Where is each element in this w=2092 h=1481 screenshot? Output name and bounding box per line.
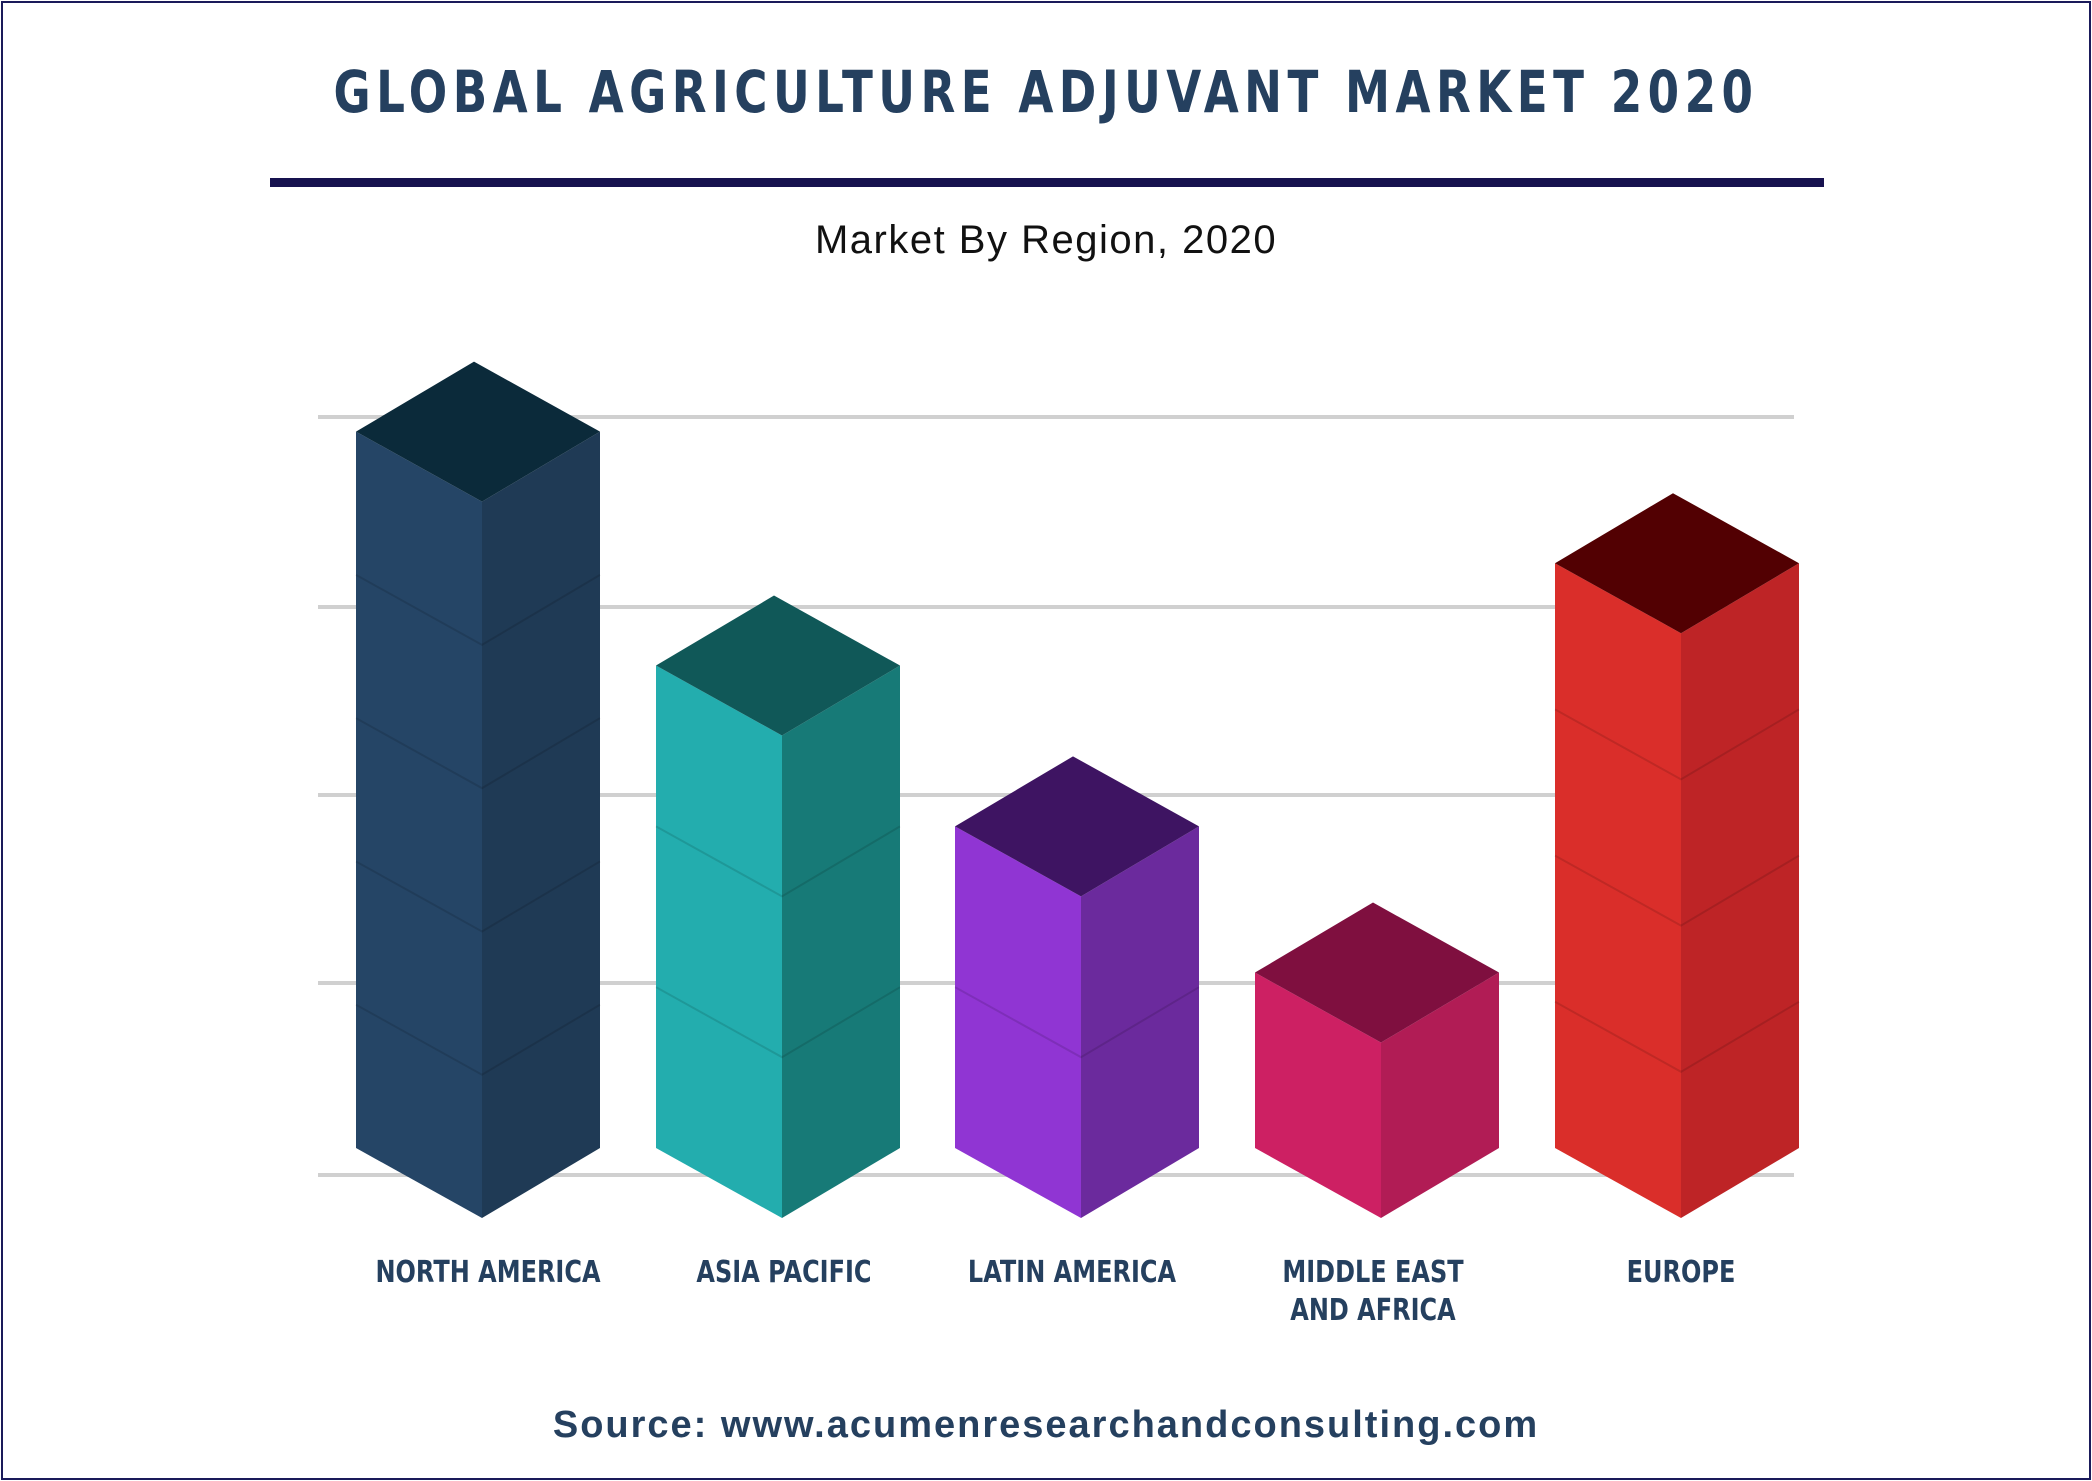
bar-segment-seam — [1554, 708, 1800, 781]
bar-segment-seam — [355, 717, 601, 790]
bar-segment-seam — [355, 574, 601, 647]
bar-side-face — [782, 665, 900, 1218]
bar-segment-seam — [1554, 854, 1800, 927]
source-note: Source: www.acumenresearchandconsulting.… — [552, 1404, 1540, 1446]
bar-segment-seam — [355, 1003, 601, 1076]
bar-front-face — [656, 665, 782, 1218]
bar-front-face — [1255, 972, 1381, 1218]
category-label: LATIN AMERICA — [968, 1255, 1176, 1289]
category-label: MIDDLE EAST — [1282, 1255, 1464, 1289]
chart-subtitle: Market By Region, 2020 — [814, 218, 1278, 262]
category-label: AND AFRICA — [1290, 1293, 1455, 1327]
bar-side-face — [1681, 563, 1799, 1218]
bar-top-face — [656, 595, 900, 736]
bar-front-face — [1555, 563, 1681, 1218]
bar-segment-seam — [954, 986, 1200, 1059]
bar-top-face — [955, 756, 1199, 897]
chart-title: GLOBAL AGRICULTURE ADJUVANT MARKET 2020 — [333, 58, 1759, 126]
category-label: NORTH AMERICA — [375, 1255, 600, 1289]
bar-segment-seam — [655, 986, 901, 1059]
bar-top-face — [1555, 493, 1799, 634]
bar-segment-seam — [655, 825, 901, 898]
bar-front-face — [356, 431, 482, 1218]
bar-segment-seam — [355, 860, 601, 933]
bar-side-face — [1081, 826, 1199, 1218]
bar-side-face — [482, 431, 600, 1218]
category-label: ASIA PACIFIC — [696, 1255, 871, 1289]
bar-front-face — [955, 826, 1081, 1218]
bar-segment-seam — [1554, 1000, 1800, 1073]
bar-top-face — [1255, 902, 1499, 1043]
title-underline — [270, 178, 1824, 187]
category-label: EUROPE — [1627, 1255, 1736, 1289]
bar-side-face — [1381, 972, 1499, 1218]
bar-top-face — [356, 361, 600, 502]
